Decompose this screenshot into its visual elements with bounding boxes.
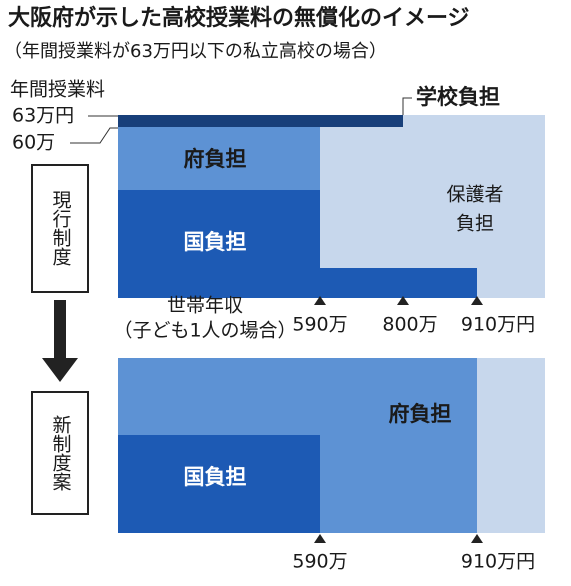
title: 大阪府が示した高校授業料の無償化のイメージ	[8, 5, 470, 31]
prefecture-label: 府負担	[184, 147, 247, 171]
national-label: 国負担	[184, 465, 247, 489]
income-mark: 590万	[292, 314, 347, 336]
ticks	[314, 534, 483, 543]
prefecture-area	[118, 127, 320, 190]
proposed-label: 新制度案	[50, 415, 72, 491]
label-box	[31, 164, 89, 293]
guardian-label: 負担	[456, 213, 494, 235]
arrow	[42, 358, 78, 382]
label-box	[31, 391, 89, 515]
national-area	[118, 190, 477, 298]
income-mark: 590万	[292, 551, 347, 573]
prefecture-label: 府負担	[389, 402, 452, 426]
income-mark: 800万	[382, 314, 437, 336]
income-mark: 910万円	[461, 314, 535, 336]
leader	[402, 97, 412, 115]
fee-label: 年間授業料	[10, 79, 105, 101]
subtitle: （年間授業料が63万円以下の私立高校の場合）	[4, 41, 387, 62]
current-label: 現行制度	[50, 190, 72, 266]
fee-level: 60万	[12, 132, 55, 154]
national-area	[118, 435, 320, 533]
guardian-label: 保護者	[446, 184, 503, 206]
fee-level: 63万円	[12, 105, 74, 127]
school-area	[118, 115, 403, 127]
leader	[70, 127, 118, 144]
income-note: （子ども1人の場合）	[113, 320, 296, 342]
national-label: 国負担	[184, 230, 247, 254]
arrow	[54, 300, 66, 360]
income-mark: 910万円	[461, 551, 535, 573]
income-label: 世帯年収	[167, 295, 243, 317]
school-label: 学校負担	[416, 85, 500, 109]
ticks	[314, 296, 483, 305]
